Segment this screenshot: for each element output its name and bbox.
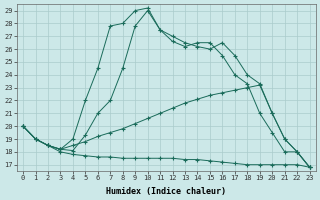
X-axis label: Humidex (Indice chaleur): Humidex (Indice chaleur): [106, 187, 226, 196]
